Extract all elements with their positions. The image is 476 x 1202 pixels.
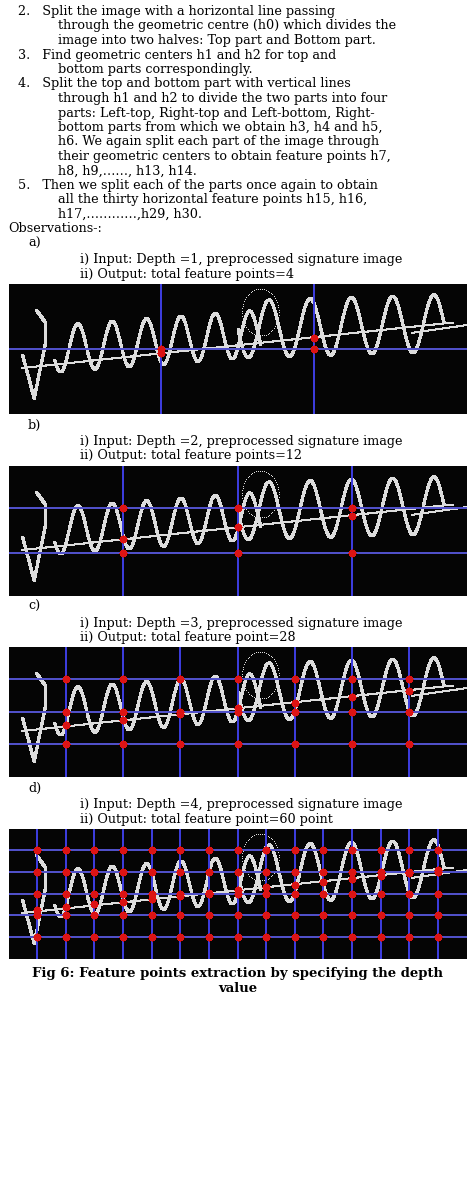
Text: h17,…………,h29, h30.: h17,…………,h29, h30. [58, 208, 202, 221]
Text: i) Input: Depth =4, preprocessed signature image: i) Input: Depth =4, preprocessed signatu… [80, 798, 403, 811]
Text: i) Input: Depth =3, preprocessed signature image: i) Input: Depth =3, preprocessed signatu… [80, 617, 403, 630]
Text: bottom parts from which we obtain h3, h4 and h5,: bottom parts from which we obtain h3, h4… [58, 121, 383, 133]
Text: Observations-:: Observations-: [8, 222, 102, 236]
Text: i) Input: Depth =1, preprocessed signature image: i) Input: Depth =1, preprocessed signatu… [80, 254, 402, 267]
Text: 2.   Split the image with a horizontal line passing: 2. Split the image with a horizontal lin… [18, 5, 335, 18]
Text: Fig 6: Feature points extraction by specifying the depth: Fig 6: Feature points extraction by spec… [32, 966, 444, 980]
Text: 3.   Find geometric centers h1 and h2 for top and: 3. Find geometric centers h1 and h2 for … [18, 48, 336, 61]
Text: ii) Output: total feature point=60 point: ii) Output: total feature point=60 point [80, 813, 333, 826]
Text: ii) Output: total feature points=4: ii) Output: total feature points=4 [80, 268, 294, 281]
Text: h8, h9,……, h13, h14.: h8, h9,……, h13, h14. [58, 165, 197, 178]
Text: image into two halves: Top part and Bottom part.: image into two halves: Top part and Bott… [58, 34, 376, 47]
Text: d): d) [28, 781, 41, 795]
Text: ii) Output: total feature points=12: ii) Output: total feature points=12 [80, 450, 302, 463]
Text: c): c) [28, 600, 40, 613]
Text: through h1 and h2 to divide the two parts into four: through h1 and h2 to divide the two part… [58, 93, 387, 105]
Text: h6. We again split each part of the image through: h6. We again split each part of the imag… [58, 136, 379, 149]
Text: value: value [218, 982, 258, 994]
Text: bottom parts correspondingly.: bottom parts correspondingly. [58, 63, 253, 76]
Text: their geometric centers to obtain feature points h7,: their geometric centers to obtain featur… [58, 150, 391, 163]
Text: a): a) [28, 237, 41, 250]
Text: i) Input: Depth =2, preprocessed signature image: i) Input: Depth =2, preprocessed signatu… [80, 435, 403, 448]
Text: 4.   Split the top and bottom part with vertical lines: 4. Split the top and bottom part with ve… [18, 77, 351, 90]
Text: all the thirty horizontal feature points h15, h16,: all the thirty horizontal feature points… [58, 194, 367, 207]
Text: through the geometric centre (h0) which divides the: through the geometric centre (h0) which … [58, 19, 396, 32]
Text: b): b) [28, 418, 41, 432]
Text: 5.   Then we split each of the parts once again to obtain: 5. Then we split each of the parts once … [18, 179, 378, 192]
Text: ii) Output: total feature point=28: ii) Output: total feature point=28 [80, 631, 296, 644]
Text: parts: Left-top, Right-top and Left-bottom, Right-: parts: Left-top, Right-top and Left-bott… [58, 107, 375, 119]
